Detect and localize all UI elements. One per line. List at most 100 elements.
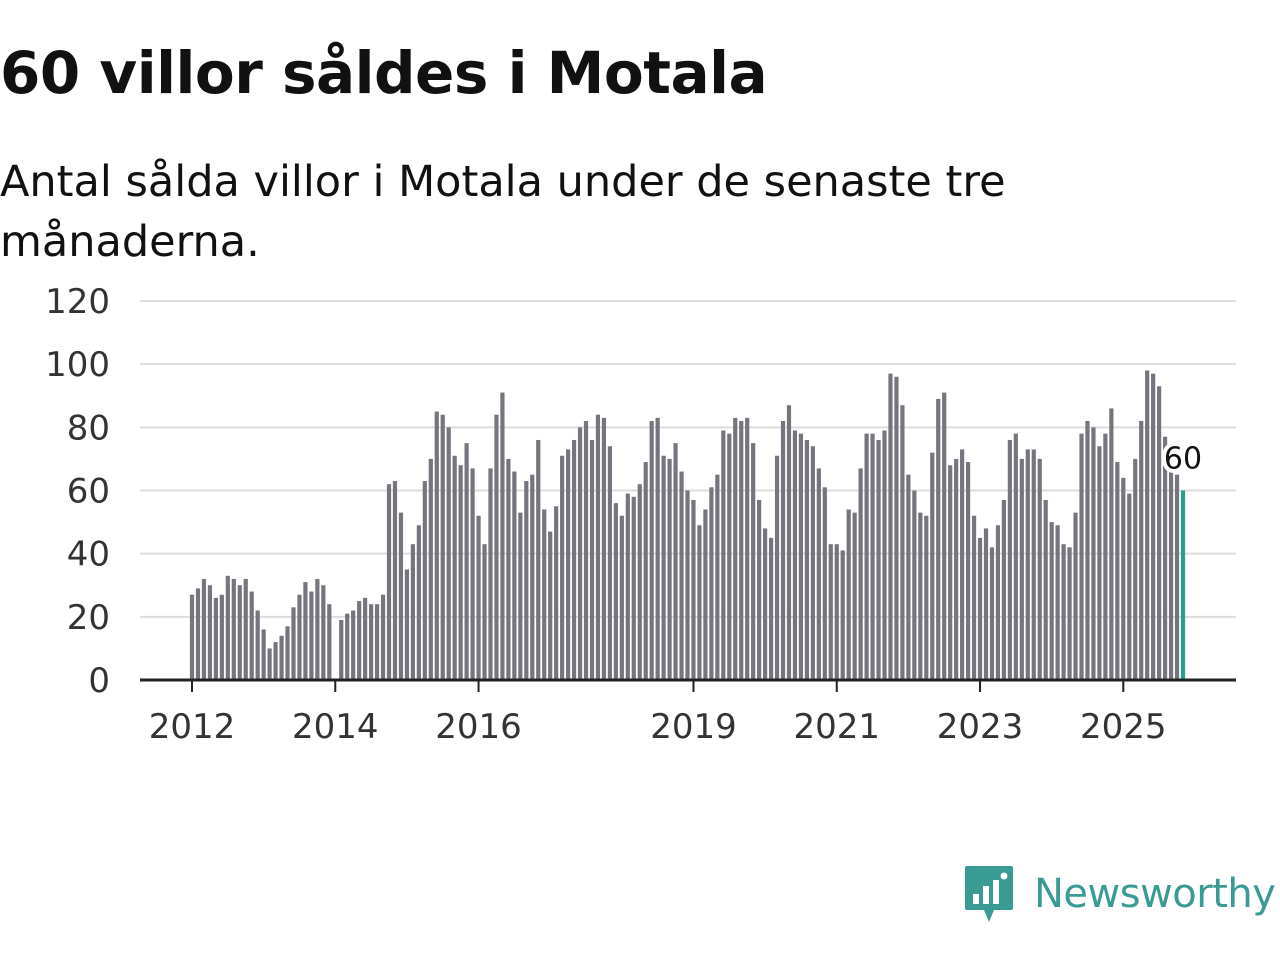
bar [542, 509, 547, 680]
bar [989, 547, 995, 680]
bar [679, 471, 684, 680]
bar [231, 578, 236, 680]
bar-highlight [1180, 490, 1186, 680]
bar [995, 525, 1001, 680]
bar [948, 465, 953, 680]
bar [273, 642, 278, 680]
bar [1121, 477, 1126, 680]
bar [888, 373, 893, 680]
bar [303, 582, 308, 680]
bar [219, 594, 224, 680]
bar [840, 550, 845, 680]
bar [494, 414, 499, 680]
bar [548, 531, 553, 680]
bar [368, 604, 374, 680]
bar [1055, 525, 1060, 680]
bar [1157, 386, 1162, 680]
bar [243, 578, 248, 680]
bar [554, 506, 559, 680]
bar [404, 569, 410, 680]
highlight-value-label: 60 [1164, 442, 1202, 477]
bar [345, 613, 350, 680]
bar [900, 405, 905, 680]
bar [763, 528, 768, 680]
bar [255, 610, 260, 680]
bar [1133, 458, 1138, 680]
bar [1139, 421, 1144, 680]
bar [249, 591, 254, 680]
bar [1001, 499, 1007, 680]
bar [655, 417, 660, 680]
bar [577, 427, 583, 680]
bar [476, 515, 481, 680]
bar [709, 487, 714, 680]
x-tick-label: 2016 [435, 707, 522, 747]
bar [906, 474, 911, 680]
bar [733, 417, 738, 680]
y-tick-label: 100 [45, 345, 110, 385]
newsworthy-logo-icon [965, 866, 1013, 922]
bar [392, 481, 398, 680]
bar [410, 544, 415, 680]
bar [321, 585, 326, 680]
x-tick-label: 2019 [650, 707, 737, 747]
x-tick-label: 2021 [793, 707, 880, 747]
bar [560, 455, 565, 680]
bar [518, 512, 523, 680]
bar [613, 503, 618, 680]
bar [589, 439, 595, 680]
bar [965, 462, 971, 680]
bar [434, 411, 439, 680]
bar [1097, 446, 1102, 680]
bar [309, 591, 314, 680]
x-tick-label: 2025 [1080, 707, 1167, 747]
y-tick-label: 60 [67, 472, 110, 512]
bar [846, 509, 851, 680]
bar [595, 414, 601, 680]
bar [757, 499, 762, 680]
bar [918, 512, 923, 680]
bar [285, 626, 290, 680]
bar [571, 439, 577, 680]
bar [816, 468, 821, 680]
bar [810, 446, 815, 680]
bar [1145, 370, 1150, 680]
bar [195, 588, 201, 680]
bar [357, 601, 362, 680]
bar [912, 490, 917, 680]
bar [1049, 522, 1054, 680]
bar [631, 496, 636, 680]
bar [416, 525, 421, 680]
bar [1013, 433, 1018, 680]
bar [774, 455, 780, 680]
bar [1127, 493, 1132, 680]
bar [1079, 433, 1084, 680]
bar [667, 458, 672, 680]
bar [398, 512, 404, 680]
bar [201, 578, 207, 680]
bar [1115, 462, 1120, 680]
bar [607, 446, 612, 680]
bar [780, 421, 786, 680]
bar [721, 430, 726, 680]
bar [751, 443, 756, 680]
bar [440, 414, 445, 680]
bar [804, 439, 809, 680]
bar [1103, 433, 1108, 680]
x-tick-label: 2023 [937, 707, 1024, 747]
bar [1162, 436, 1168, 680]
bar [536, 439, 541, 680]
bar [870, 433, 875, 680]
bar [1168, 465, 1174, 680]
y-axis-ticks: 0 20 40 60 80 100 120 [45, 282, 110, 701]
bar [1091, 427, 1096, 680]
y-tick-label: 0 [88, 661, 110, 701]
bar [297, 594, 302, 680]
bar [661, 455, 666, 680]
bar [1043, 499, 1048, 680]
bar [745, 417, 750, 680]
bars [189, 370, 1186, 680]
x-tick-label: 2014 [292, 707, 379, 747]
x-axis-ticks: 2012 2014 2016 2019 2021 2023 2025 [149, 680, 1167, 747]
bar [649, 421, 654, 680]
